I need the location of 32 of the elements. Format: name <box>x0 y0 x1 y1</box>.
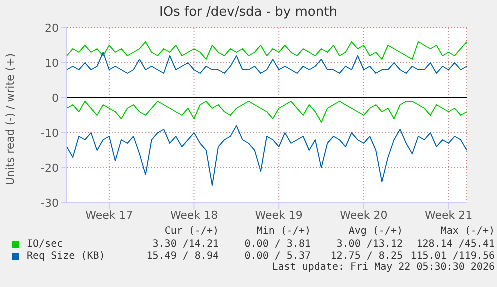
text: 0.00 / 5.37 <box>244 250 311 262</box>
x-tick-label: Week 20 <box>340 208 388 222</box>
text: 128.14 /45.41 <box>416 238 495 250</box>
chart-title: IOs for /dev/sda - by month <box>158 5 338 20</box>
text: Max (-/+) <box>440 226 495 238</box>
x-tick-label: Week 17 <box>86 208 134 222</box>
text: Cur (-/+) <box>164 226 219 238</box>
text: Last update: Fri May 22 05:30:30 2026 <box>271 262 495 274</box>
legend-label: Req Size (KB) <box>27 250 106 262</box>
text: Avg (-/+) <box>348 226 403 238</box>
y-axis-title: Units read (-) / write (+) <box>4 53 17 186</box>
y-tick-label: -10 <box>41 126 59 140</box>
x-tick-label: Week 21 <box>425 208 473 222</box>
y-tick-label: -30 <box>41 196 59 210</box>
line-series <box>66 52 468 74</box>
y-tick-label: 0 <box>52 92 59 105</box>
y-tick-label: 10 <box>45 56 59 70</box>
legend-label: IO/sec <box>27 238 64 250</box>
text: 0.00 / 3.81 <box>244 238 311 250</box>
text: Min (-/+) <box>256 226 311 238</box>
line-series <box>66 101 468 123</box>
line-series <box>66 126 468 186</box>
y-tick-label: 20 <box>45 22 59 35</box>
text: 15.49 / 8.94 <box>146 250 219 262</box>
text: 115.01 /119.56 <box>410 250 495 262</box>
text: 3.30 /14.21 <box>152 238 219 250</box>
y-tick-label: -20 <box>41 162 59 175</box>
line-series <box>66 42 468 60</box>
x-tick-label: Week 19 <box>255 208 303 222</box>
text: 12.75 / 8.25 <box>330 250 403 262</box>
x-tick-label: Week 18 <box>170 208 218 222</box>
text: 3.00 /13.12 <box>336 238 403 250</box>
